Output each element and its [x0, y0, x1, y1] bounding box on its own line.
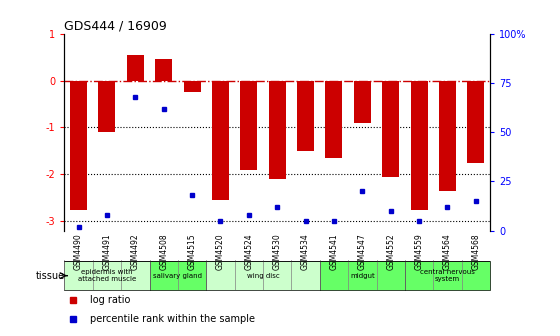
Bar [382, 81, 399, 177]
Text: GDS444 / 16909: GDS444 / 16909 [64, 19, 167, 33]
Text: GSM4492: GSM4492 [131, 234, 140, 270]
Text: GSM4520: GSM4520 [216, 234, 225, 270]
Bar [439, 81, 456, 191]
Bar [240, 81, 258, 170]
Text: GSM4530: GSM4530 [273, 234, 282, 270]
Text: GSM4491: GSM4491 [102, 234, 111, 270]
Bar [405, 261, 490, 290]
Text: midgut: midgut [350, 272, 375, 279]
Bar [155, 59, 172, 81]
Bar [467, 81, 484, 163]
Text: GSM4547: GSM4547 [358, 234, 367, 270]
Text: wing disc: wing disc [246, 272, 279, 279]
Text: GSM4515: GSM4515 [188, 234, 197, 270]
Text: GSM4534: GSM4534 [301, 234, 310, 270]
Bar [127, 55, 144, 81]
Text: GSM4490: GSM4490 [74, 234, 83, 270]
Text: epidermis with
attached muscle: epidermis with attached muscle [78, 269, 136, 282]
Text: central nervous
system: central nervous system [420, 269, 475, 282]
Bar [64, 261, 150, 290]
Bar [206, 261, 320, 290]
Text: percentile rank within the sample: percentile rank within the sample [90, 314, 255, 325]
Bar [99, 81, 115, 132]
Text: tissue: tissue [35, 271, 64, 281]
Text: GSM4559: GSM4559 [414, 234, 423, 270]
Bar [297, 81, 314, 151]
Text: GSM4552: GSM4552 [386, 234, 395, 270]
Text: GSM4564: GSM4564 [443, 234, 452, 270]
Text: GSM4568: GSM4568 [472, 234, 480, 270]
Text: GSM4508: GSM4508 [159, 234, 168, 270]
Text: GSM4541: GSM4541 [329, 234, 338, 270]
Text: GSM4524: GSM4524 [244, 234, 253, 270]
Bar [212, 81, 229, 200]
Bar [325, 81, 343, 158]
Text: log ratio: log ratio [90, 295, 130, 305]
Bar [354, 81, 371, 123]
Bar [184, 81, 200, 92]
Bar [150, 261, 206, 290]
Bar [70, 81, 87, 210]
Text: salivary gland: salivary gland [153, 272, 202, 279]
Bar [410, 81, 428, 210]
Bar [269, 81, 286, 179]
Bar [320, 261, 405, 290]
